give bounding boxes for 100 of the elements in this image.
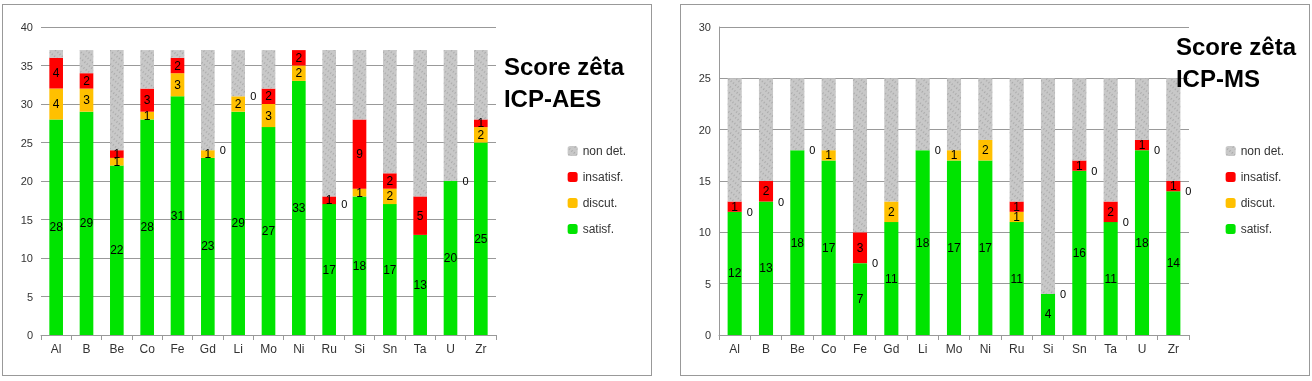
data-label: 23 xyxy=(201,239,215,254)
data-label: 12 xyxy=(727,266,742,281)
annotation: 0 xyxy=(778,195,785,208)
y-tick-label: 30 xyxy=(20,98,33,110)
legend-label: satisf. xyxy=(1240,222,1272,236)
data-label: 18 xyxy=(352,258,367,273)
data-label: 27 xyxy=(261,224,276,239)
x-tick-label: U xyxy=(446,342,455,356)
data-label: 13 xyxy=(759,261,773,276)
data-label: 17 xyxy=(978,240,993,255)
annotation: 0 xyxy=(1122,216,1129,229)
data-label: 1 xyxy=(825,148,833,163)
data-label: 5 xyxy=(416,208,424,223)
x-tick-label: Fe xyxy=(170,342,185,356)
x-tick-label: Be xyxy=(789,342,805,356)
x-tick-label: Fe xyxy=(852,342,868,356)
data-label: 17 xyxy=(383,262,397,277)
y-tick-label: 0 xyxy=(26,329,33,341)
y-tick-label: 5 xyxy=(26,290,33,303)
data-label: 18 xyxy=(915,235,930,250)
data-label: 1 xyxy=(950,148,958,163)
annotation: 0 xyxy=(872,257,879,270)
data-label: 28 xyxy=(140,220,155,235)
annotation: 0 xyxy=(462,175,469,187)
data-label: 1 xyxy=(325,193,333,208)
legend-label: non det. xyxy=(1240,144,1284,158)
data-label: 11 xyxy=(1010,271,1024,286)
x-tick-label: Ru xyxy=(1008,342,1025,356)
x-tick-label: Zr xyxy=(475,342,487,356)
x-tick-label: Ni xyxy=(979,342,992,356)
data-label: 1 xyxy=(143,108,151,123)
x-tick-label: Co xyxy=(820,342,837,356)
text: Score zêta ICP-MS xyxy=(1175,32,1297,92)
data-label: 25 xyxy=(474,231,488,246)
annotation: 0 xyxy=(1185,185,1192,198)
y-tick-label: 15 xyxy=(20,213,33,226)
y-tick-label: 5 xyxy=(704,277,711,290)
data-label: 20 xyxy=(443,251,458,265)
legend-label: discut. xyxy=(1240,196,1276,210)
x-tick-label: U xyxy=(1137,342,1147,356)
data-label: 3 xyxy=(174,77,182,92)
data-label: 2 xyxy=(386,174,394,188)
data-label: 1 xyxy=(356,185,364,200)
x-tick-label: Al xyxy=(50,342,62,356)
y-tick-label: 10 xyxy=(20,252,33,264)
y-tick-label: 35 xyxy=(20,59,33,72)
data-label: 11 xyxy=(885,271,898,286)
annotation: 0 xyxy=(219,144,226,157)
data-label: 9 xyxy=(356,147,364,162)
y-tick-label: 15 xyxy=(698,175,711,187)
data-label: 2 xyxy=(295,66,303,81)
data-label: 4 xyxy=(1044,307,1052,322)
annotation: 0 xyxy=(1154,144,1161,157)
x-tick-label: Co xyxy=(139,342,156,356)
x-tick-label: Si xyxy=(354,342,365,356)
data-label: 3 xyxy=(83,93,91,108)
data-label: 3 xyxy=(856,240,864,255)
data-label: 2 xyxy=(887,204,895,219)
data-label: 2 xyxy=(234,97,242,111)
x-tick-label: Be xyxy=(109,342,125,356)
data-label: 29 xyxy=(79,216,94,231)
y-tick-label: 0 xyxy=(704,329,711,341)
x-tick-label: Sn xyxy=(1071,342,1087,356)
x-tick-label: Mo xyxy=(260,342,278,356)
y-tick-label: 10 xyxy=(698,226,711,239)
data-label: 2 xyxy=(981,143,989,158)
data-label: 1 xyxy=(1138,138,1146,153)
data-label: 3 xyxy=(265,108,273,123)
x-tick-label: Ni xyxy=(293,342,305,356)
y-tick-label: 40 xyxy=(20,21,33,33)
data-label: 2 xyxy=(265,89,273,104)
text: Score zêta ICP-AES xyxy=(503,52,625,112)
data-label: 28 xyxy=(49,220,64,235)
data-label: 2 xyxy=(295,50,303,65)
x-tick-label: Sn xyxy=(382,342,398,356)
data-label: 1 xyxy=(477,116,485,131)
legend-label: insatisf. xyxy=(582,170,624,184)
data-label: 17 xyxy=(322,262,337,277)
data-label: 2 xyxy=(174,58,182,73)
data-label: 17 xyxy=(947,240,961,255)
data-label: 2 xyxy=(386,189,394,204)
data-label: 16 xyxy=(1072,245,1087,260)
x-tick-label: B xyxy=(82,342,91,356)
x-tick-label: Li xyxy=(917,342,928,356)
data-label: 29 xyxy=(231,216,246,231)
x-tick-label: Li xyxy=(233,342,243,356)
annotation: 0 xyxy=(746,205,753,218)
annotation: 0 xyxy=(1060,287,1067,300)
annotation: 0 xyxy=(1091,164,1098,177)
x-tick-label: Si xyxy=(1042,342,1054,356)
data-label: 2 xyxy=(1107,204,1115,219)
y-tick-label: 20 xyxy=(698,123,711,136)
x-tick-label: Ta xyxy=(1104,342,1118,356)
data-label: 17 xyxy=(821,240,836,255)
x-tick-label: Al xyxy=(729,342,740,356)
x-tick-label: Ta xyxy=(413,342,427,356)
data-label: 22 xyxy=(110,243,124,258)
data-label: 2 xyxy=(477,127,485,142)
x-tick-label: Gd xyxy=(199,342,216,356)
data-label: 13 xyxy=(413,277,428,292)
